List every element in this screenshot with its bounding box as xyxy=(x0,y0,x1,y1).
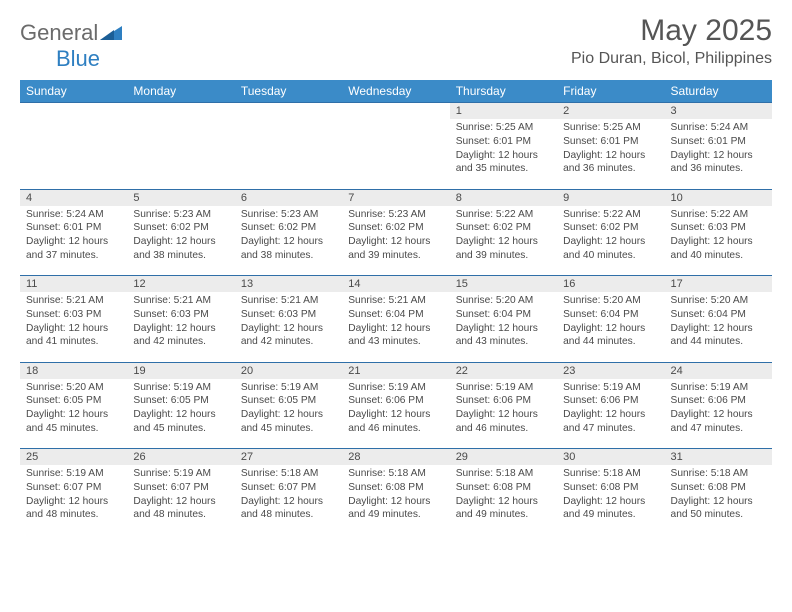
calendar-table: SundayMondayTuesdayWednesdayThursdayFrid… xyxy=(20,80,772,535)
weekday-header: Friday xyxy=(557,80,664,103)
day-number-row: 45678910 xyxy=(20,189,772,206)
brand-part1: General xyxy=(20,20,98,45)
day-number-cell: 24 xyxy=(665,362,772,379)
day-content-cell: Sunrise: 5:20 AMSunset: 6:04 PMDaylight:… xyxy=(450,292,557,362)
day-number-row: 11121314151617 xyxy=(20,276,772,293)
day-content-cell: Sunrise: 5:20 AMSunset: 6:05 PMDaylight:… xyxy=(20,379,127,449)
day-content-cell: Sunrise: 5:25 AMSunset: 6:01 PMDaylight:… xyxy=(557,119,664,189)
weekday-header-row: SundayMondayTuesdayWednesdayThursdayFrid… xyxy=(20,80,772,103)
day-content-cell: Sunrise: 5:19 AMSunset: 6:06 PMDaylight:… xyxy=(557,379,664,449)
day-number-cell: 17 xyxy=(665,276,772,293)
day-number-cell: 19 xyxy=(127,362,234,379)
day-content-cell: Sunrise: 5:22 AMSunset: 6:03 PMDaylight:… xyxy=(665,206,772,276)
day-number-cell: 28 xyxy=(342,449,449,466)
day-content-row: Sunrise: 5:19 AMSunset: 6:07 PMDaylight:… xyxy=(20,465,772,535)
day-content-cell: Sunrise: 5:23 AMSunset: 6:02 PMDaylight:… xyxy=(127,206,234,276)
day-content-cell: Sunrise: 5:20 AMSunset: 6:04 PMDaylight:… xyxy=(665,292,772,362)
brand-triangle-icon xyxy=(100,20,122,46)
day-content-cell: Sunrise: 5:22 AMSunset: 6:02 PMDaylight:… xyxy=(557,206,664,276)
day-number-cell: 16 xyxy=(557,276,664,293)
day-number-cell: 15 xyxy=(450,276,557,293)
day-content-cell: Sunrise: 5:25 AMSunset: 6:01 PMDaylight:… xyxy=(450,119,557,189)
day-number-cell: 3 xyxy=(665,103,772,120)
day-content-cell: Sunrise: 5:19 AMSunset: 6:06 PMDaylight:… xyxy=(450,379,557,449)
day-number-cell: 20 xyxy=(235,362,342,379)
weekday-header: Monday xyxy=(127,80,234,103)
day-number-row: 18192021222324 xyxy=(20,362,772,379)
day-content-cell xyxy=(342,119,449,189)
day-content-cell: Sunrise: 5:20 AMSunset: 6:04 PMDaylight:… xyxy=(557,292,664,362)
brand-part2: Blue xyxy=(56,46,100,71)
day-content-cell: Sunrise: 5:18 AMSunset: 6:08 PMDaylight:… xyxy=(342,465,449,535)
day-number-cell: 5 xyxy=(127,189,234,206)
day-number-cell: 26 xyxy=(127,449,234,466)
day-number-cell: 4 xyxy=(20,189,127,206)
day-content-cell xyxy=(127,119,234,189)
day-number-cell: 9 xyxy=(557,189,664,206)
location-text: Pio Duran, Bicol, Philippines xyxy=(571,50,772,68)
header: General Blue May 2025 Pio Duran, Bicol, … xyxy=(20,14,772,72)
day-number-cell: 7 xyxy=(342,189,449,206)
weekday-header: Sunday xyxy=(20,80,127,103)
day-content-row: Sunrise: 5:20 AMSunset: 6:05 PMDaylight:… xyxy=(20,379,772,449)
day-number-cell: 22 xyxy=(450,362,557,379)
day-number-cell: 14 xyxy=(342,276,449,293)
day-number-row: 25262728293031 xyxy=(20,449,772,466)
day-content-row: Sunrise: 5:24 AMSunset: 6:01 PMDaylight:… xyxy=(20,206,772,276)
day-number-cell: 25 xyxy=(20,449,127,466)
day-number-cell: 27 xyxy=(235,449,342,466)
weekday-header: Saturday xyxy=(665,80,772,103)
day-content-cell: Sunrise: 5:19 AMSunset: 6:05 PMDaylight:… xyxy=(235,379,342,449)
day-content-cell: Sunrise: 5:19 AMSunset: 6:07 PMDaylight:… xyxy=(127,465,234,535)
brand-logo: General Blue xyxy=(20,20,122,72)
day-number-cell: 31 xyxy=(665,449,772,466)
day-number-cell: 13 xyxy=(235,276,342,293)
day-content-cell: Sunrise: 5:21 AMSunset: 6:03 PMDaylight:… xyxy=(20,292,127,362)
day-content-cell: Sunrise: 5:24 AMSunset: 6:01 PMDaylight:… xyxy=(20,206,127,276)
day-number-cell: 30 xyxy=(557,449,664,466)
day-number-cell: 2 xyxy=(557,103,664,120)
day-number-cell: 6 xyxy=(235,189,342,206)
day-content-cell: Sunrise: 5:23 AMSunset: 6:02 PMDaylight:… xyxy=(342,206,449,276)
day-content-cell: Sunrise: 5:21 AMSunset: 6:04 PMDaylight:… xyxy=(342,292,449,362)
day-content-cell: Sunrise: 5:19 AMSunset: 6:06 PMDaylight:… xyxy=(342,379,449,449)
day-content-cell: Sunrise: 5:24 AMSunset: 6:01 PMDaylight:… xyxy=(665,119,772,189)
day-content-cell: Sunrise: 5:19 AMSunset: 6:07 PMDaylight:… xyxy=(20,465,127,535)
day-number-cell: 29 xyxy=(450,449,557,466)
brand-text: General Blue xyxy=(20,20,122,72)
day-content-row: Sunrise: 5:21 AMSunset: 6:03 PMDaylight:… xyxy=(20,292,772,362)
month-title: May 2025 xyxy=(571,14,772,48)
day-content-cell: Sunrise: 5:21 AMSunset: 6:03 PMDaylight:… xyxy=(127,292,234,362)
weekday-header: Tuesday xyxy=(235,80,342,103)
day-number-cell xyxy=(20,103,127,120)
weekday-header: Thursday xyxy=(450,80,557,103)
day-number-cell: 10 xyxy=(665,189,772,206)
weekday-header: Wednesday xyxy=(342,80,449,103)
day-content-cell xyxy=(235,119,342,189)
day-number-cell: 8 xyxy=(450,189,557,206)
day-content-cell: Sunrise: 5:18 AMSunset: 6:07 PMDaylight:… xyxy=(235,465,342,535)
day-content-cell: Sunrise: 5:21 AMSunset: 6:03 PMDaylight:… xyxy=(235,292,342,362)
day-number-cell: 18 xyxy=(20,362,127,379)
day-content-cell: Sunrise: 5:22 AMSunset: 6:02 PMDaylight:… xyxy=(450,206,557,276)
day-content-cell: Sunrise: 5:18 AMSunset: 6:08 PMDaylight:… xyxy=(450,465,557,535)
day-number-cell: 23 xyxy=(557,362,664,379)
day-number-cell: 1 xyxy=(450,103,557,120)
day-content-cell: Sunrise: 5:19 AMSunset: 6:06 PMDaylight:… xyxy=(665,379,772,449)
day-number-cell: 11 xyxy=(20,276,127,293)
day-content-cell: Sunrise: 5:18 AMSunset: 6:08 PMDaylight:… xyxy=(665,465,772,535)
day-number-cell xyxy=(127,103,234,120)
day-content-cell: Sunrise: 5:23 AMSunset: 6:02 PMDaylight:… xyxy=(235,206,342,276)
day-number-cell: 12 xyxy=(127,276,234,293)
day-number-cell xyxy=(342,103,449,120)
day-content-cell: Sunrise: 5:19 AMSunset: 6:05 PMDaylight:… xyxy=(127,379,234,449)
day-content-cell xyxy=(20,119,127,189)
day-number-row: 123 xyxy=(20,103,772,120)
day-number-cell xyxy=(235,103,342,120)
title-block: May 2025 Pio Duran, Bicol, Philippines xyxy=(571,14,772,68)
day-content-row: Sunrise: 5:25 AMSunset: 6:01 PMDaylight:… xyxy=(20,119,772,189)
day-content-cell: Sunrise: 5:18 AMSunset: 6:08 PMDaylight:… xyxy=(557,465,664,535)
day-number-cell: 21 xyxy=(342,362,449,379)
